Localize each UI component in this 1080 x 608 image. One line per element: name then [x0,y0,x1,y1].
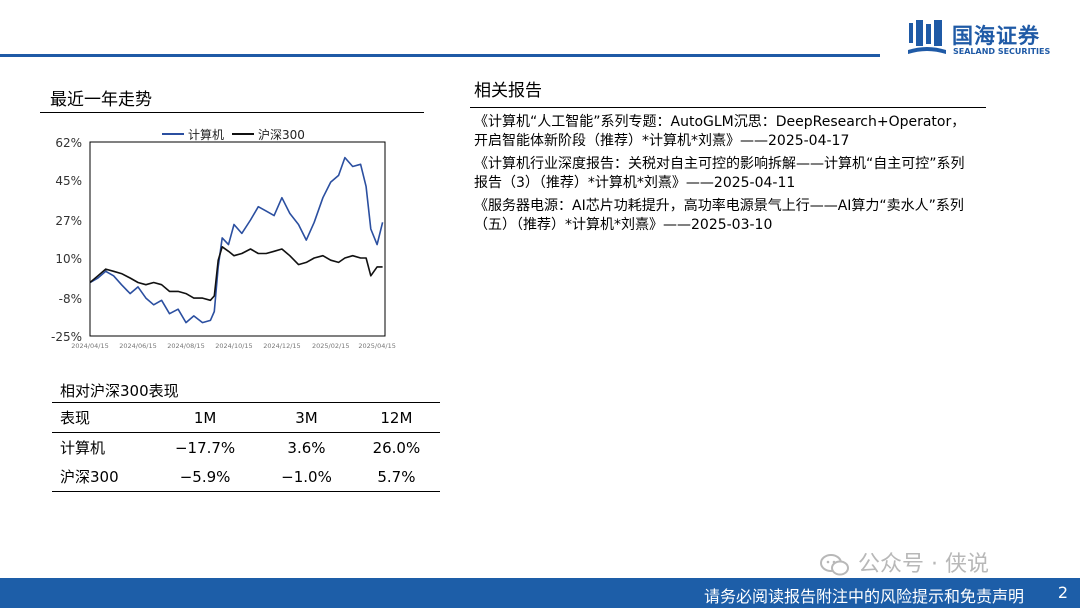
x-tick-label: 2024/10/15 [215,342,252,350]
table-row: 计算机 −17.7% 3.6% 26.0% [52,433,440,463]
brand-logo: 国海证券 SEALAND SECURITIES [908,18,1068,60]
reports-title: 相关报告 [474,81,542,101]
report-item[interactable]: 《服务器电源：AI芯片功耗提升，高功率电源景气上行——AI算力“卖水人”系列（五… [474,198,964,233]
performance-title: 相对沪深300表现 [60,382,179,400]
watermark: 公众号 · 侠说 [820,546,989,578]
report-item[interactable]: 《计算机“人工智能”系列专题：AutoGLM沉思：DeepResearch+Op… [474,114,966,149]
footer-disclaimer[interactable]: 请务必阅读报告附注中的风险提示和免责声明 [703,587,1024,606]
trend-title: 最近一年走势 [50,90,152,110]
page-number: 2 [1057,583,1068,602]
y-tick-label: 27% [55,214,82,228]
series-line-hs300 [89,246,383,302]
y-tick-label: 10% [55,252,82,266]
sealand-logo-icon [908,20,946,54]
table-row: 沪深300 −5.9% −1.0% 5.7% [52,462,440,492]
table-cell: 沪深300 [52,462,150,492]
brand-name: 国海证券 [952,24,1040,48]
table-cell: 计算机 [60,439,106,457]
x-tick-label: 2024/04/15 [71,342,108,350]
table-cell: −17.7% [174,438,236,457]
related-reports-list: 《计算机“人工智能”系列专题：AutoGLM沉思：DeepResearch+Op… [474,113,974,239]
x-tick-label: 2024/06/15 [119,342,156,350]
legend-label: 沪深300 [258,128,305,142]
y-tick-label: 45% [55,174,82,188]
x-tick-label: 2025/02/15 [312,342,349,350]
legend-label: 计算机 [188,127,224,142]
table-cell: −5.9% [150,462,261,492]
plot-frame [89,141,386,337]
header-cell: 表现 [52,402,150,433]
table-cell: 5.7% [352,462,440,492]
report-item[interactable]: 《计算机行业深度报告：关税对自主可控的影响拆解——计算机“自主可控”系列报告（3… [474,156,965,191]
brand-name-en: SEALAND SECURITIES [953,47,1051,56]
trend-title-rule [40,112,424,113]
reports-title-rule [470,107,986,108]
table-cell: 3.6% [287,438,326,457]
header-cell: 12M [352,402,440,433]
x-tick-label: 2024/12/15 [263,342,300,350]
header-rule [0,54,880,57]
trend-chart: 62% 45% 27% 10% -8% -25%2024/04/15 2024/06/15 2… [51,127,396,350]
performance-table: 表现 1M 3M 12M 计算机 −17.7% 3.6% 26.0% 沪深300… [52,402,440,492]
watermark-text: 公众号 · 侠说 [858,552,989,577]
series-line-computer [89,156,384,324]
y-tick-label: -25% [51,330,82,344]
y-tick-label: -8% [59,292,82,306]
y-tick-label: 62% [55,136,82,150]
table-cell: −1.0% [260,462,353,492]
header-cell: 3M [260,402,353,433]
wechat-icon [820,554,849,576]
header-cell: 1M [150,402,261,433]
table-cell: 26.0% [372,438,421,457]
table-header-row: 表现 1M 3M 12M [52,402,440,433]
x-tick-label: 2025/04/15 [358,342,395,350]
footer-bar: 请务必阅读报告附注中的风险提示和免责声明 2 [0,578,1080,608]
x-tick-label: 2024/08/15 [167,342,204,350]
